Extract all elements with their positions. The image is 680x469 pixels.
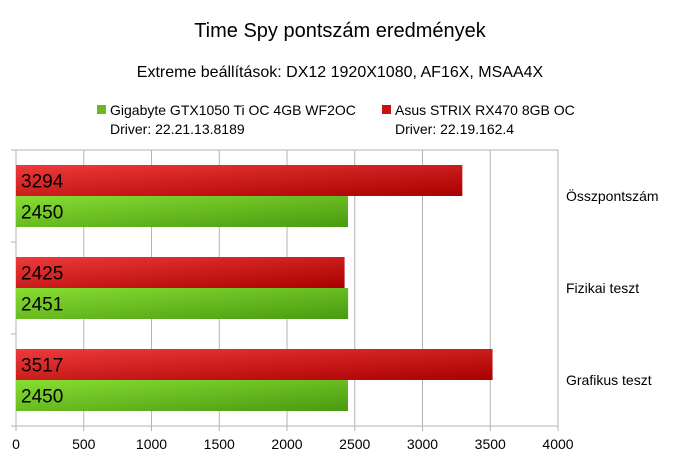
legend-text-asus: Asus STRIX RX470 8GB OC Driver: 22.19.16… — [395, 101, 575, 139]
legend-label-asus: Asus STRIX RX470 8GB OC — [395, 102, 575, 118]
chart-title: Time Spy pontszám eredmények — [194, 20, 486, 42]
legend-driver-gigabyte: Driver: 22.21.13.8189 — [110, 121, 245, 137]
axis-layer: 0 500 1000 1500 2000 2500 3000 3500 4000 Összpont… — [12, 187, 658, 452]
category-label: Fizikai teszt — [566, 280, 639, 296]
bar — [16, 288, 349, 319]
legend-text-gigabyte: Gigabyte GTX1050 Ti OC 4GB WF2OC Driver:… — [110, 101, 356, 139]
bar-value-label: 2450 — [21, 203, 63, 224]
x-tick-label: 500 — [72, 436, 96, 452]
legend-label-gigabyte: Gigabyte GTX1050 Ti OC 4GB WF2OC — [110, 102, 356, 118]
bar-value-label: 2450 — [21, 387, 63, 408]
category-label: Grafikus teszt — [566, 372, 652, 388]
bar — [16, 257, 345, 288]
bar — [16, 165, 463, 196]
x-tick-label: 3000 — [407, 436, 438, 452]
bar-value-label: 3294 — [21, 172, 64, 193]
bar-value-label: 2425 — [21, 264, 63, 285]
category-label: Összpontszám — [566, 187, 659, 204]
bar — [16, 196, 348, 227]
legend-driver-asus: Driver: 22.19.162.4 — [395, 121, 515, 137]
bar — [16, 349, 493, 380]
x-tick-label: 2000 — [271, 436, 302, 452]
bar-value-label: 2451 — [21, 295, 63, 316]
x-tick-label: 1500 — [204, 436, 235, 452]
x-tick-label: 4000 — [542, 436, 573, 452]
x-tick-label: 3500 — [475, 436, 506, 452]
legend-swatch-asus — [382, 105, 391, 114]
bar-value-label: 3517 — [21, 356, 63, 377]
x-tick-label: 2500 — [339, 436, 370, 452]
x-tick-label: 0 — [12, 436, 20, 452]
chart-subtitle: Extreme beállítások: DX12 1920X1080, AF1… — [136, 64, 544, 81]
x-tick-label: 1000 — [136, 436, 167, 452]
bar-layer: 3294 2450 2425 2451 3517 2450 — [16, 165, 493, 411]
bar — [16, 380, 348, 411]
legend-swatch-gigabyte — [97, 105, 106, 114]
